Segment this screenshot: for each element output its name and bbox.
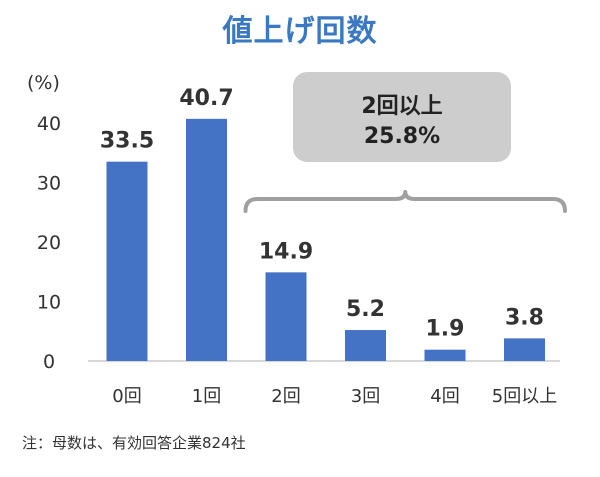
- x-tick-label: 5回以上: [492, 386, 557, 407]
- x-tick-label: 3回: [351, 386, 380, 407]
- callout-label: 2回以上: [361, 94, 443, 119]
- data-labels: 33.5 40.7 14.9 5.2 1.9 3.8: [100, 86, 544, 342]
- bracket-2-or-more: [243, 190, 567, 213]
- x-tick-label: 2回: [271, 386, 300, 407]
- bar: [504, 338, 545, 361]
- x-tick-label: 4回: [430, 386, 459, 407]
- bar: [186, 118, 227, 362]
- footnote: 注：母数は、有効回答企業824社: [22, 434, 246, 452]
- y-axis-unit: (%): [27, 72, 60, 94]
- y-tick-label: 40: [37, 113, 61, 135]
- chart-title: 値上げ回数: [222, 14, 378, 49]
- data-label: 5.2: [346, 297, 385, 322]
- y-tick-label: 0: [43, 351, 55, 373]
- bar: [106, 161, 148, 361]
- data-label: 1.9: [426, 317, 465, 342]
- data-label: 40.7: [179, 86, 233, 111]
- bars: [106, 118, 545, 362]
- y-axis-ticks: 0 10 20 30 40: [37, 113, 61, 373]
- y-tick-label: 30: [37, 173, 61, 195]
- callout-value: 25.8%: [363, 124, 441, 149]
- data-label: 14.9: [259, 239, 313, 264]
- data-label: 33.5: [100, 129, 154, 154]
- bar: [345, 330, 386, 361]
- callout-box: 2回以上 25.8%: [293, 72, 511, 162]
- y-tick-label: 10: [37, 292, 61, 314]
- x-tick-label: 1回: [192, 386, 221, 407]
- bar: [265, 272, 307, 361]
- x-axis-ticks: 0回 1回 2回 3回 4回 5回以上: [112, 386, 557, 407]
- y-tick-label: 20: [37, 232, 61, 254]
- data-label: 3.8: [505, 305, 544, 330]
- bar: [424, 349, 466, 361]
- x-tick-label: 0回: [112, 386, 141, 407]
